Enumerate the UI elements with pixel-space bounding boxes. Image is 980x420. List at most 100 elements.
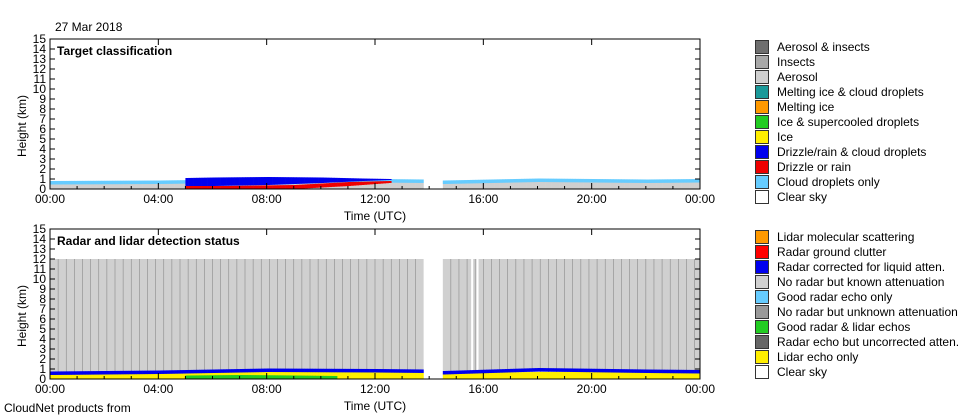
layer-radar-corrected-for-liquid-atten- xyxy=(402,369,406,373)
layer-drizzle-rain-cloud-droplets xyxy=(223,177,227,186)
layer-good-radar-lidar-echos xyxy=(220,375,224,379)
layer-drizzle-rain-cloud-droplets xyxy=(310,177,314,184)
legend-label: Good radar echo only xyxy=(777,290,893,304)
layer-cloud-droplets-only xyxy=(55,180,59,185)
layer-cloud-droplets-only xyxy=(624,179,628,183)
layer-radar-corrected-for-liquid-atten- xyxy=(247,368,251,373)
layer-lidar-echo-only xyxy=(537,372,541,379)
layer-aerosol xyxy=(163,180,167,189)
layer-aerosol xyxy=(551,179,555,189)
layer-radar-corrected-for-liquid-atten- xyxy=(136,370,140,375)
layer-aerosol xyxy=(691,179,695,189)
layer-aerosol xyxy=(518,179,522,189)
layer-cloud-droplets-only xyxy=(117,180,121,185)
layer-radar-corrected-for-liquid-atten- xyxy=(261,368,265,373)
layer-aerosol xyxy=(588,179,592,189)
x-tick-label: 16:00 xyxy=(468,382,498,396)
layer-cloud-droplets-only xyxy=(659,179,663,183)
y-tick-label: 8 xyxy=(39,292,46,306)
layer-lidar-echo-only xyxy=(410,371,414,379)
layer-aerosol xyxy=(488,180,492,189)
layer-radar-corrected-for-liquid-atten- xyxy=(215,369,219,373)
layer-drizzle-or-rain xyxy=(215,186,219,189)
layer-cloud-droplets-only xyxy=(526,178,530,183)
layer-lidar-echo-only xyxy=(328,371,332,379)
layer-radar-corrected-for-liquid-atten- xyxy=(142,370,146,375)
layer-good-radar-lidar-echos xyxy=(204,375,208,379)
layer-lidar-echo-only xyxy=(323,371,327,379)
layer-cloud-droplets-only xyxy=(613,179,617,183)
layer-cloud-droplets-only xyxy=(77,180,81,185)
layer-radar-corrected-for-liquid-atten- xyxy=(410,369,414,373)
layer-lidar-echo-only xyxy=(515,372,519,379)
layer-radar-corrected-for-liquid-atten- xyxy=(534,368,538,372)
layer-radar-corrected-for-liquid-atten- xyxy=(556,368,560,372)
layer-good-radar-lidar-echos xyxy=(253,375,257,379)
layer-radar-corrected-for-liquid-atten- xyxy=(125,370,129,375)
layer-aerosol xyxy=(605,179,609,189)
layer-radar-corrected-for-liquid-atten- xyxy=(691,369,695,374)
legend-label: Radar corrected for liquid atten. xyxy=(777,260,946,274)
layer-cloud-droplets-only xyxy=(139,180,143,185)
y-tick-label: 3 xyxy=(39,152,46,166)
layer-cloud-droplets-only xyxy=(616,179,620,183)
layer-drizzle-rain-cloud-droplets xyxy=(204,177,208,187)
layer-lidar-echo-only xyxy=(79,373,83,379)
layer-drizzle-rain-cloud-droplets xyxy=(307,177,311,184)
layer-aerosol xyxy=(602,179,606,189)
layer-cloud-droplets-only xyxy=(87,180,91,185)
layer-radar-corrected-for-liquid-atten- xyxy=(312,368,316,373)
layer-lidar-echo-only xyxy=(142,373,146,379)
layer-cloud-droplets-only xyxy=(74,180,78,185)
layer-aerosol xyxy=(115,181,119,189)
layer-lidar-echo-only xyxy=(117,373,121,379)
layer-radar-corrected-for-liquid-atten- xyxy=(656,369,660,374)
layer-radar-corrected-for-liquid-atten- xyxy=(152,370,156,375)
layer-lidar-echo-only xyxy=(383,371,387,379)
layer-radar-corrected-for-liquid-atten- xyxy=(158,370,162,374)
layer-drizzle-rain-cloud-droplets xyxy=(193,177,197,187)
layer-aerosol xyxy=(494,180,498,189)
x-tick-label: 04:00 xyxy=(143,382,173,396)
layer-aerosol xyxy=(112,181,116,189)
layer-radar-corrected-for-liquid-atten- xyxy=(209,369,213,374)
layer-aerosol xyxy=(85,181,89,189)
layer-radar-corrected-for-liquid-atten- xyxy=(472,370,476,374)
layer-cloud-droplets-only xyxy=(621,179,625,183)
layer-good-radar-lidar-echos xyxy=(245,375,249,379)
layer-aerosol xyxy=(410,179,414,189)
layer-radar-corrected-for-liquid-atten- xyxy=(356,368,360,373)
layer-radar-corrected-for-liquid-atten- xyxy=(475,369,479,374)
layer-radar-corrected-for-liquid-atten- xyxy=(678,369,682,374)
layer-drizzle-rain-cloud-droplets xyxy=(369,178,373,181)
layer-radar-corrected-for-liquid-atten- xyxy=(228,369,232,373)
layer-good-radar-lidar-echos xyxy=(258,375,262,379)
layer-lidar-echo-only xyxy=(469,372,473,379)
layer-lidar-echo-only xyxy=(637,371,641,379)
layer-aerosol xyxy=(542,179,546,189)
layer-cloud-droplets-only xyxy=(104,180,108,185)
layer-lidar-echo-only xyxy=(591,371,595,379)
legend-swatch xyxy=(755,320,769,334)
layer-drizzle-or-rain xyxy=(334,182,338,187)
layer-radar-corrected-for-liquid-atten- xyxy=(607,368,611,373)
layer-lidar-echo-only xyxy=(133,373,137,379)
layer-good-radar-lidar-echos xyxy=(277,375,281,379)
layer-radar-corrected-for-liquid-atten- xyxy=(115,370,119,375)
layer-lidar-echo-only xyxy=(71,373,75,379)
layer-radar-corrected-for-liquid-atten- xyxy=(353,368,357,373)
layer-radar-corrected-for-liquid-atten- xyxy=(532,368,536,372)
y-tick-label: 0 xyxy=(39,182,46,196)
layer-good-radar-lidar-echos xyxy=(226,375,230,379)
layer-cloud-droplets-only xyxy=(63,180,67,185)
layer-cloud-droplets-only xyxy=(610,179,614,183)
layer-lidar-echo-only xyxy=(85,373,89,379)
layer-drizzle-rain-cloud-droplets xyxy=(299,177,303,184)
layer-cloud-droplets-only xyxy=(393,179,397,183)
layer-lidar-echo-only xyxy=(551,371,555,379)
layer-lidar-echo-only xyxy=(334,371,338,379)
layer-aerosol xyxy=(564,179,568,189)
layer-radar-corrected-for-liquid-atten- xyxy=(510,368,514,373)
layer-lidar-echo-only xyxy=(112,373,116,379)
